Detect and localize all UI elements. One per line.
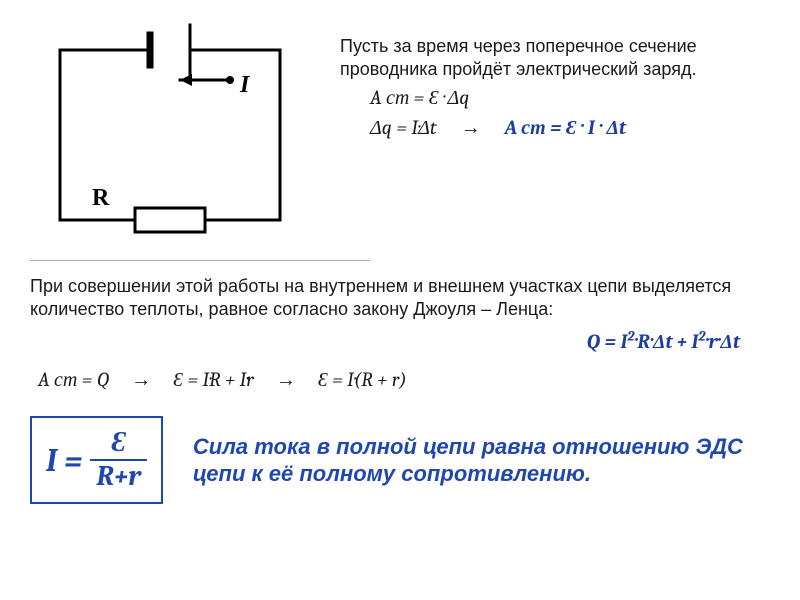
arrow-3: → (276, 369, 296, 392)
arrow-1: → (461, 117, 481, 140)
section-divider (30, 260, 370, 261)
joule-lenz-paragraph: При совершении этой работы на внутреннем… (30, 275, 770, 322)
svg-text:I: I (239, 72, 251, 98)
ohm-left: I = (46, 442, 82, 479)
eq-work-equals-heat: A ст = Q (38, 368, 109, 392)
eq-work-emf: A ст = Ɛ · Δq (370, 86, 469, 110)
eq-charge: Δq = I·Δt (370, 116, 437, 140)
intro-paragraph: Пусть за время через поперечное сечение … (340, 35, 770, 80)
eq-emf-expand: Ɛ = I·R + I·r (173, 368, 254, 392)
ohm-law-summary: Сила тока в полной цепи равна отношению … (193, 433, 770, 488)
ohm-law-formula-box: I = Ɛ R+r (30, 416, 163, 504)
ohm-denominator: R+r (90, 461, 147, 492)
eq-heat: Q = I2·R·Δt + I2·r·Δt (587, 330, 740, 353)
circuit-diagram: I R (30, 20, 310, 250)
svg-text:R: R (92, 185, 110, 211)
arrow-2: → (131, 369, 151, 392)
eq-work-combined: A ст = Ɛ · I · Δt (505, 116, 626, 140)
eq-emf-factor: Ɛ = I·(R + r) (318, 368, 407, 392)
ohm-numerator: Ɛ (105, 428, 131, 459)
